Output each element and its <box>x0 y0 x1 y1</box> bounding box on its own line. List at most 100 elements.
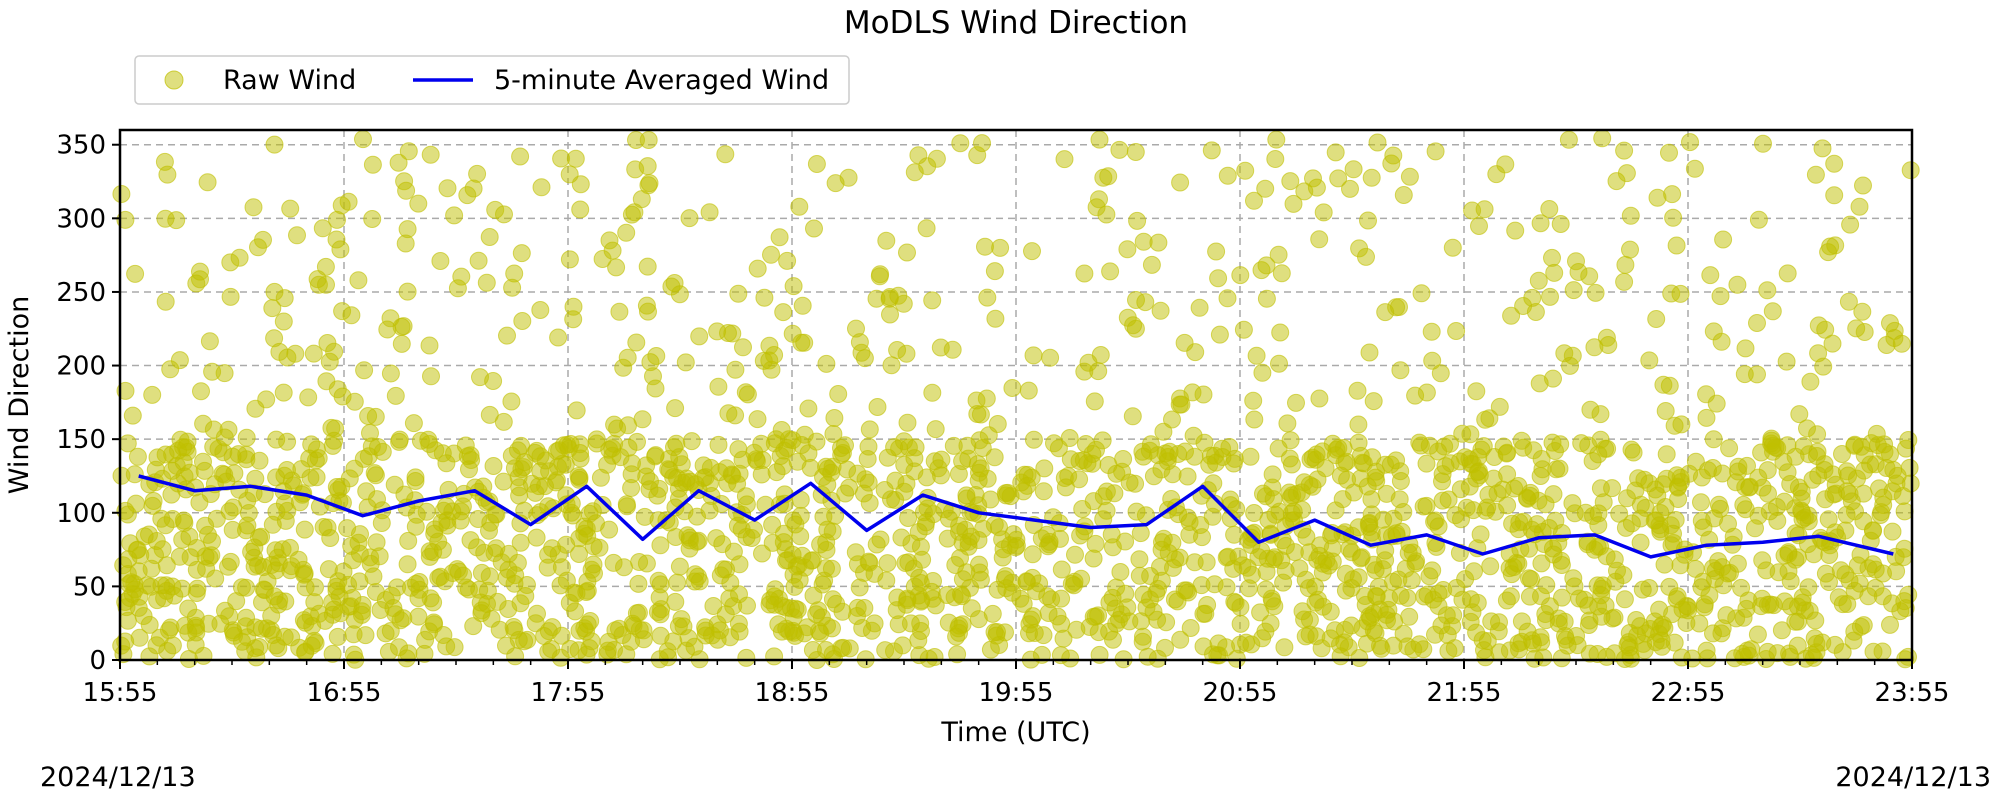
raw-wind-point <box>345 392 364 411</box>
raw-wind-point <box>1308 550 1327 569</box>
raw-wind-point <box>432 513 451 532</box>
raw-wind-point <box>627 604 646 623</box>
raw-wind-point <box>409 589 428 608</box>
raw-wind-point <box>888 341 907 359</box>
raw-wind-point <box>786 599 805 618</box>
raw-wind-point <box>392 334 411 353</box>
raw-wind-point <box>1789 548 1807 567</box>
raw-wind-point <box>1881 314 1899 333</box>
raw-wind-point <box>825 409 844 427</box>
raw-wind-point <box>905 462 924 481</box>
x-tick-label: 21:55 <box>1427 678 1502 708</box>
raw-wind-point <box>617 645 636 664</box>
raw-wind-point <box>1269 245 1288 264</box>
raw-wind-point <box>700 203 719 222</box>
raw-wind-point <box>1293 602 1312 621</box>
raw-wind-point <box>1245 504 1264 522</box>
raw-wind-point <box>974 519 993 538</box>
raw-wind-point <box>1845 436 1864 455</box>
raw-wind-point <box>1820 573 1838 591</box>
raw-wind-point <box>1224 559 1243 578</box>
raw-wind-point <box>1041 348 1060 367</box>
raw-wind-point <box>511 533 530 552</box>
raw-wind-point <box>338 519 357 538</box>
raw-wind-point <box>126 264 145 283</box>
raw-wind-point <box>349 271 368 290</box>
raw-wind-point <box>191 262 209 281</box>
raw-wind-point <box>1820 546 1839 564</box>
raw-wind-point <box>1070 470 1089 489</box>
raw-wind-point <box>123 406 142 425</box>
raw-wind-point <box>1651 504 1670 522</box>
raw-wind-point <box>1608 561 1626 580</box>
raw-wind-point <box>547 471 566 490</box>
raw-wind-point <box>1097 205 1116 224</box>
raw-wind-point <box>204 420 223 439</box>
raw-wind-point <box>770 228 789 247</box>
raw-wind-point <box>650 588 669 607</box>
raw-wind-point <box>424 613 443 632</box>
raw-wind-point <box>567 401 586 420</box>
raw-wind-point <box>826 506 845 525</box>
raw-wind-point <box>901 614 920 633</box>
raw-wind-point <box>668 573 687 592</box>
raw-wind-point <box>396 234 415 253</box>
raw-wind-point <box>993 548 1012 567</box>
raw-wind-point <box>381 622 400 640</box>
raw-wind-point <box>1758 461 1777 480</box>
raw-wind-point <box>1873 642 1892 661</box>
raw-wind-point <box>233 632 251 651</box>
raw-wind-point <box>1550 459 1569 478</box>
raw-wind-point <box>398 555 417 574</box>
raw-wind-point <box>926 420 945 439</box>
raw-wind-point <box>464 617 483 636</box>
raw-wind-point <box>1225 592 1244 611</box>
raw-wind-point <box>381 364 400 383</box>
raw-wind-point <box>327 230 346 249</box>
raw-wind-point <box>244 198 263 217</box>
raw-wind-point <box>190 493 209 512</box>
raw-wind-point <box>1310 389 1329 408</box>
raw-wind-point <box>839 168 858 187</box>
raw-wind-point <box>1763 302 1782 321</box>
raw-wind-point <box>1690 614 1709 633</box>
raw-wind-point <box>1133 632 1152 651</box>
raw-wind-point <box>867 535 886 554</box>
raw-wind-point <box>1781 647 1800 666</box>
raw-wind-point <box>761 591 780 610</box>
raw-wind-point <box>786 515 805 534</box>
raw-wind-point <box>1470 217 1488 235</box>
raw-wind-point <box>704 597 723 615</box>
raw-wind-point <box>709 377 728 396</box>
raw-wind-point <box>778 251 797 270</box>
raw-wind-point <box>1798 419 1816 438</box>
raw-wind-point <box>179 599 198 618</box>
raw-wind-point <box>153 540 172 559</box>
raw-wind-point <box>1429 597 1448 615</box>
raw-wind-point <box>531 301 550 319</box>
raw-wind-point <box>180 463 199 482</box>
raw-wind-point <box>181 548 200 567</box>
raw-wind-point <box>1655 555 1674 574</box>
raw-wind-point <box>1245 191 1263 210</box>
raw-wind-point <box>1253 363 1272 382</box>
raw-wind-point <box>1521 486 1540 505</box>
averaged-wind-line <box>138 474 1894 559</box>
raw-wind-point <box>1546 442 1564 460</box>
raw-wind-point <box>855 349 874 368</box>
raw-wind-point <box>807 432 826 451</box>
raw-wind-point <box>1422 322 1441 341</box>
y-tick-label: 100 <box>56 499 106 529</box>
raw-wind-point <box>1094 168 1113 187</box>
raw-wind-point <box>1213 439 1232 458</box>
raw-wind-point <box>1591 479 1610 498</box>
raw-wind-point <box>1251 603 1270 622</box>
raw-wind-point <box>1821 237 1840 256</box>
raw-wind-point <box>140 615 159 634</box>
raw-wind-point <box>1610 504 1629 523</box>
raw-wind-point <box>237 608 256 627</box>
raw-wind-point <box>323 644 342 663</box>
raw-wind-point <box>1799 535 1817 554</box>
raw-wind-point <box>1130 550 1149 569</box>
raw-wind-point <box>155 152 174 171</box>
